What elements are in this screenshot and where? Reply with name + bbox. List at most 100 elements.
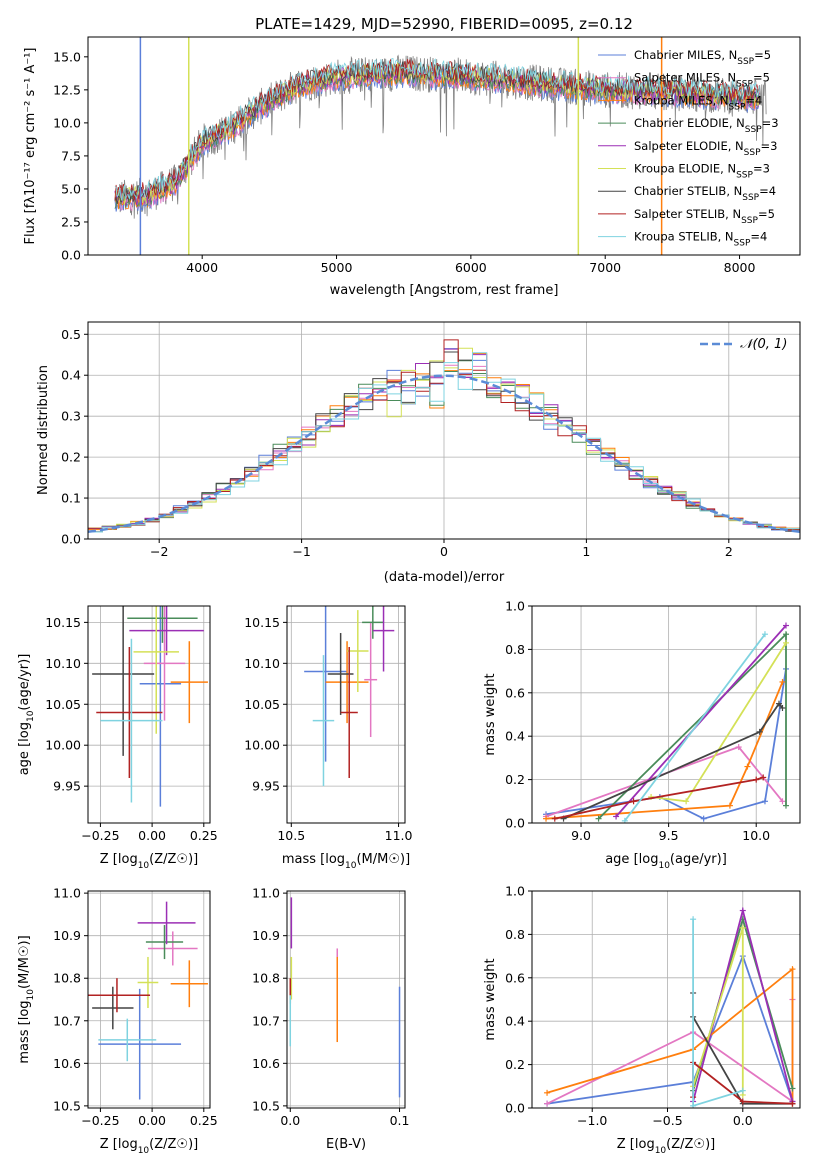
x-tick-label: 7000 — [589, 260, 621, 275]
x-tick-label: 0.0 — [280, 1113, 300, 1128]
y-tick-label: 9.95 — [252, 779, 280, 794]
x-tick-label: −1.0 — [577, 1113, 607, 1128]
errorbar-kroupa-stelib — [98, 1018, 157, 1062]
x-tick-label: 2 — [725, 544, 733, 559]
y-tick-label: 10.6 — [252, 1056, 280, 1071]
errorbar-kroupa-miles — [170, 960, 208, 1008]
x-axis-label: (data-model)/error — [384, 570, 505, 585]
y-tick-label: 10.10 — [45, 656, 81, 671]
errorbar-salpeter-miles — [143, 606, 186, 721]
model-spectrum-kroupa-stelib — [114, 58, 760, 202]
weight_vs_age-panel-plot — [532, 606, 800, 823]
y-tick-label: 10.6 — [53, 1056, 81, 1071]
axes-frame — [286, 890, 406, 1109]
y-tick-label: 1.0 — [505, 884, 525, 899]
errorbar-salpeter-miles — [364, 622, 378, 738]
series-salpeter-miles — [544, 996, 796, 1107]
legend-entry: Salpeter STELIB, NSSP=5 — [634, 207, 775, 226]
errorbar-chabrier-stelib — [92, 606, 155, 756]
legend-entry: Chabrier ELODIE, NSSP=3 — [634, 116, 779, 135]
model-spectrum-salpeter-stelib — [114, 58, 760, 201]
x-axis-label: mass [log10(M/M☉)] — [282, 852, 410, 871]
y-axis-label: mass weight — [483, 673, 498, 755]
mass_vs_Z-panel-ticks: −0.25 0.00 0.25 10.5 10.6 10.7 10.8 10.9 11.0 — [53, 886, 218, 1128]
errorbar-salpeter-elodie — [137, 901, 196, 945]
y-tick-label: 0.4 — [505, 729, 525, 744]
y-axis-label: mass weight — [483, 958, 498, 1040]
y-tick-label: 2.5 — [61, 214, 81, 229]
series-salpeter-miles — [543, 744, 786, 820]
weight_vs_age-panel: 9.0 9.5 10.0 0.0 0.2 0.4 0.6 0.8 1.0 — [505, 599, 801, 844]
errorbar-kroupa-miles — [325, 641, 369, 724]
age_vs_mass-panel-ticks: 10.5 11.0 9.95 10.00 10.05 10.10 10.15 — [244, 615, 412, 843]
series-line — [546, 999, 794, 1105]
errorbar-chabrier-elodie — [145, 925, 184, 960]
x-axis-label: Z [log10(Z/Z☉)] — [617, 1137, 715, 1156]
mass_vs_ebv-panel-plot — [287, 891, 405, 1108]
errorbar-salpeter-stelib — [88, 978, 151, 1013]
spectrum-panel-plot — [114, 37, 767, 255]
series-kroupa-elodie — [690, 924, 746, 1098]
x-tick-label: −0.25 — [81, 828, 119, 843]
model-spectrum-kroupa-elodie — [114, 62, 760, 205]
x-tick-label: 9.0 — [571, 828, 591, 843]
series-line — [624, 633, 766, 822]
y-tick-label: 0.2 — [505, 772, 525, 787]
legend: Chabrier MILES, NSSP=5 Salpeter MILES, NS… — [598, 48, 779, 249]
x-tick-label: −0.5 — [652, 1113, 682, 1128]
x-tick-label: 0.25 — [190, 1113, 218, 1128]
y-axis-label: Normed distribution — [36, 365, 51, 495]
mass_vs_ebv-panel-ticks: 0.0 0.1 10.5 10.6 10.7 10.8 10.9 11.0 — [252, 886, 409, 1128]
y-tick-label: 7.5 — [61, 148, 81, 163]
axes-frame — [87, 36, 801, 256]
y-axis-label: mass [log10(M/M☉)] — [17, 935, 36, 1063]
x-tick-label: −1 — [292, 544, 310, 559]
x-tick-label: 0.0 — [733, 1113, 753, 1128]
age_vs_Z-panel-plot — [88, 606, 210, 823]
axes-frame — [531, 890, 801, 1109]
y-tick-label: 10.00 — [244, 738, 280, 753]
axes-frame — [87, 605, 211, 824]
y-tick-label: 15.0 — [53, 49, 81, 64]
series-salpeter-stelib — [551, 774, 767, 822]
y-tick-label: 1.0 — [505, 599, 525, 614]
axes-frame — [87, 890, 211, 1109]
series-salpeter-elodie — [690, 906, 796, 1105]
weight_vs_Z-panel-plot — [532, 891, 800, 1108]
histogram-salpeter-stelib — [88, 339, 800, 539]
x-tick-label: 4000 — [186, 260, 218, 275]
residuals-panel: −2 −1 0 1 2 0.0 0.1 0.2 0.3 0.4 0.5 𝒩(0, 1) — [61, 321, 801, 559]
x-tick-label: 0.25 — [190, 828, 218, 843]
x-tick-label: 0 — [440, 544, 448, 559]
series-kroupa-stelib — [621, 631, 768, 823]
y-tick-label: 0.0 — [61, 248, 81, 263]
y-tick-label: 10.15 — [244, 615, 280, 630]
y-tick-label: 10.05 — [244, 697, 280, 712]
y-tick-label: 10.8 — [252, 971, 280, 986]
errorbar-chabrier-stelib — [92, 986, 134, 1030]
weight_vs_age-panel-ticks: 9.0 9.5 10.0 0.0 0.2 0.4 0.6 0.8 1.0 — [505, 599, 770, 844]
series-chabrier-stelib — [560, 700, 786, 822]
axes-frame — [286, 605, 406, 824]
y-tick-label: 0.4 — [505, 1014, 525, 1029]
y-tick-label: 0.3 — [61, 409, 81, 424]
y-tick-label: 10.7 — [252, 1013, 280, 1028]
series-line — [615, 624, 787, 818]
x-axis-label: E(B-V) — [326, 1137, 366, 1152]
y-tick-label: 0.2 — [505, 1057, 525, 1072]
y-tick-label: 0.0 — [505, 816, 525, 831]
errorbar-kroupa-elodie — [133, 606, 179, 734]
x-axis-label: age [log10(age/yr)] — [605, 852, 727, 871]
y-tick-label: 10.5 — [252, 1098, 280, 1113]
mass_vs_Z-panel: −0.25 0.00 0.25 10.5 10.6 10.7 10.8 10.9 11.0 — [53, 886, 218, 1128]
errorbar-salpeter-stelib — [340, 646, 358, 778]
y-tick-label: 10.8 — [53, 971, 81, 986]
y-tick-label: 10.05 — [45, 697, 81, 712]
legend-entry: Salpeter ELODIE, NSSP=3 — [634, 139, 777, 158]
weight_vs_Z-panel-ticks: −1.0 −0.5 0.0 0.0 0.2 0.4 0.6 0.8 1.0 — [505, 884, 753, 1129]
x-tick-label: 11.0 — [385, 828, 413, 843]
series-line — [563, 702, 784, 820]
errorbar-kroupa-miles — [170, 641, 208, 724]
errorbar-salpeter-elodie — [372, 606, 395, 672]
